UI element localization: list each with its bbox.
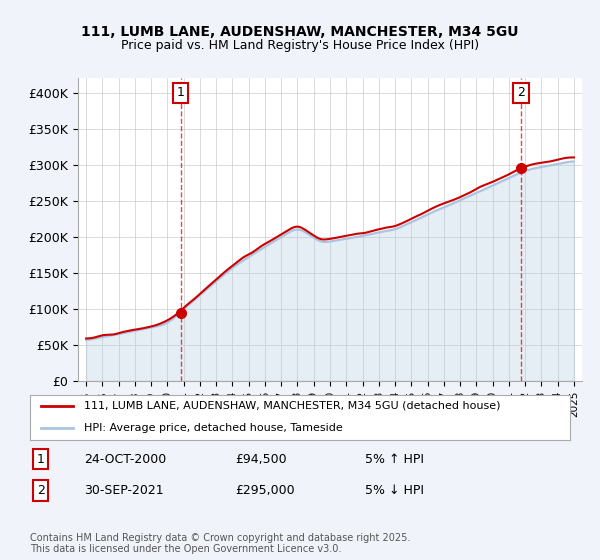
Text: 24-OCT-2000: 24-OCT-2000 [84,452,166,466]
Text: HPI: Average price, detached house, Tameside: HPI: Average price, detached house, Tame… [84,423,343,433]
Text: 5% ↑ HPI: 5% ↑ HPI [365,452,424,466]
Text: 30-SEP-2021: 30-SEP-2021 [84,484,164,497]
Text: 111, LUMB LANE, AUDENSHAW, MANCHESTER, M34 5GU: 111, LUMB LANE, AUDENSHAW, MANCHESTER, M… [81,25,519,39]
Text: 1: 1 [176,86,185,99]
Text: £295,000: £295,000 [235,484,295,497]
Text: 5% ↓ HPI: 5% ↓ HPI [365,484,424,497]
Text: Price paid vs. HM Land Registry's House Price Index (HPI): Price paid vs. HM Land Registry's House … [121,39,479,52]
Text: 111, LUMB LANE, AUDENSHAW, MANCHESTER, M34 5GU (detached house): 111, LUMB LANE, AUDENSHAW, MANCHESTER, M… [84,401,500,411]
Text: 1: 1 [37,452,45,466]
Text: £94,500: £94,500 [235,452,287,466]
Text: 2: 2 [37,484,45,497]
Text: 2: 2 [517,86,525,99]
Text: Contains HM Land Registry data © Crown copyright and database right 2025.
This d: Contains HM Land Registry data © Crown c… [30,533,410,554]
